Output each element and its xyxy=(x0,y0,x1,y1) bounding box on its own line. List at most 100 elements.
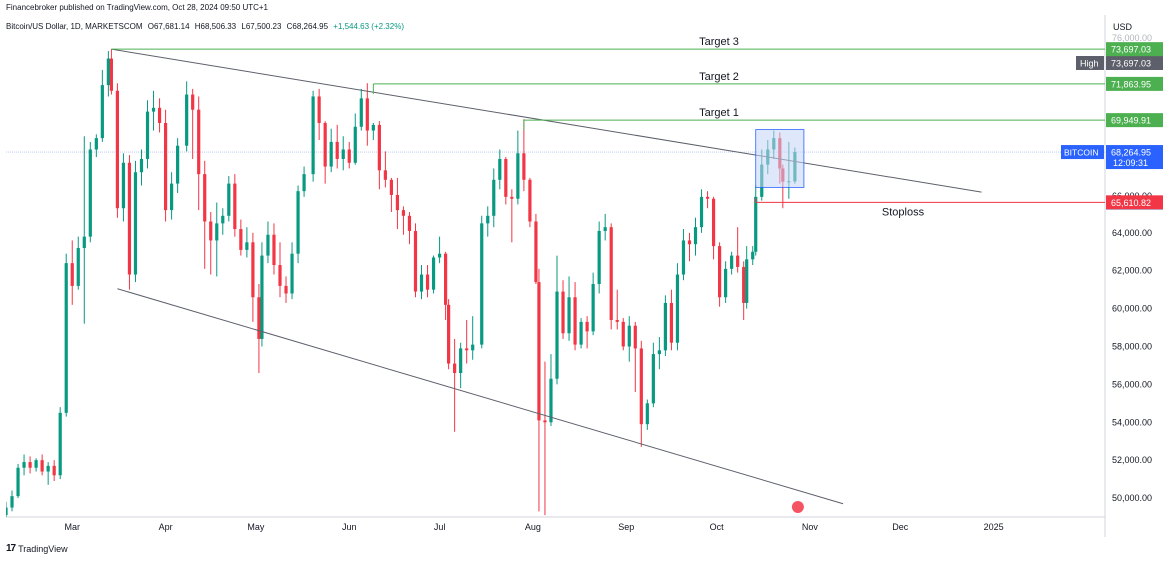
y-tick-label: 62,000.00 xyxy=(1112,266,1152,276)
candle-body xyxy=(266,234,270,256)
candle-body xyxy=(730,255,734,269)
stoploss-label: Stoploss xyxy=(882,206,925,218)
candle-body xyxy=(151,107,156,112)
event-flag-icon xyxy=(791,501,804,513)
x-tick-label: Oct xyxy=(710,522,725,532)
candle-body xyxy=(639,348,643,425)
candle-body xyxy=(296,191,300,254)
candle-body xyxy=(227,183,231,216)
candle-body xyxy=(711,198,716,247)
candle-body xyxy=(278,265,282,286)
publish-info: Financebroker published on TradingView.c… xyxy=(6,3,269,12)
candle-body xyxy=(365,98,369,131)
candle-body xyxy=(341,149,345,159)
x-tick-label: Dec xyxy=(892,522,909,532)
last-price-label: 68,264.95 xyxy=(1111,148,1151,158)
candle-body xyxy=(419,274,424,292)
candle-body xyxy=(245,242,249,250)
candle-body xyxy=(88,149,92,237)
candle-body xyxy=(145,111,150,159)
candle-body xyxy=(651,354,655,404)
candle-body xyxy=(681,240,686,275)
target3-price-tag: 73,697.03 xyxy=(1111,45,1151,55)
candle-body xyxy=(10,496,14,508)
x-tick-label: Mar xyxy=(64,522,80,532)
stoploss-price-tag: 65,610.82 xyxy=(1111,198,1151,208)
tradingview-brand: TradingView xyxy=(18,543,68,554)
candle-body xyxy=(615,319,619,322)
candle-body xyxy=(70,263,74,286)
candle-body xyxy=(621,321,625,347)
candle-body xyxy=(52,465,56,476)
candle-body xyxy=(573,297,577,345)
symbol-name[interactable]: Bitcoin/US Dollar, 1D, MARKETSCOM xyxy=(6,22,143,31)
candle-body xyxy=(176,145,180,184)
candle-body xyxy=(413,230,418,292)
candle-body xyxy=(471,344,475,351)
x-tick-label: Nov xyxy=(802,522,819,532)
candle-body xyxy=(233,183,237,230)
candle-body xyxy=(522,153,526,180)
candle-body xyxy=(687,240,692,245)
candle-body xyxy=(534,221,538,283)
candle-body xyxy=(555,291,559,379)
candle-body xyxy=(705,196,710,199)
y-tick-label-partial: 76,000.00 xyxy=(1112,33,1152,43)
candle-body xyxy=(486,215,490,224)
candle-body xyxy=(251,242,255,298)
target-label: Target 2 xyxy=(699,71,739,83)
target1-price-tag-bg xyxy=(1106,113,1163,128)
high-value-bg xyxy=(1106,56,1163,70)
x-tick-label: Apr xyxy=(159,522,173,532)
candle-body xyxy=(257,297,261,339)
candle-body xyxy=(94,138,98,150)
candle-body xyxy=(447,304,451,364)
candle-body xyxy=(528,179,532,222)
last-price-bg xyxy=(1106,145,1163,170)
candle-body xyxy=(579,321,583,345)
candle-body xyxy=(290,253,294,294)
candle-body xyxy=(389,179,394,195)
candle-body xyxy=(22,462,26,468)
candle-body xyxy=(425,274,430,290)
y-tick-label: 60,000.00 xyxy=(1112,304,1152,314)
candle-body xyxy=(431,257,436,290)
candle-body xyxy=(663,302,667,351)
candle-body xyxy=(239,229,243,250)
candle-body xyxy=(185,94,189,146)
open-value: O67,681.14 xyxy=(147,22,190,31)
candle-body xyxy=(46,465,50,472)
candle-body xyxy=(645,403,649,425)
y-tick-label: 54,000.00 xyxy=(1112,417,1152,427)
low-value: L67,500.23 xyxy=(241,22,282,31)
candle-body xyxy=(203,174,207,222)
candle-body xyxy=(16,467,20,497)
candle-body xyxy=(317,96,321,123)
candle-body xyxy=(6,507,8,516)
tradingview-logo-icon: 17 xyxy=(6,543,16,554)
high-value-label: 73,697.03 xyxy=(1111,59,1151,69)
candle-body xyxy=(28,462,32,468)
currency-label[interactable]: USD xyxy=(1113,22,1133,32)
stoploss-price-tag-bg xyxy=(1106,195,1163,210)
target3-price-tag-bg xyxy=(1106,42,1163,57)
target-label: Target 3 xyxy=(699,36,739,48)
candle-body xyxy=(260,255,264,339)
candle-body xyxy=(465,348,469,351)
candle-body xyxy=(209,221,213,241)
high-value: H68,506.33 xyxy=(194,22,237,31)
candle-body xyxy=(537,282,541,421)
candle-body xyxy=(543,420,547,423)
candle-body xyxy=(82,236,86,249)
plot-area xyxy=(6,48,1105,517)
candle-body xyxy=(504,158,508,197)
candle-body xyxy=(510,196,514,199)
candle-body xyxy=(170,183,174,211)
target2-price-tag-bg xyxy=(1106,76,1163,91)
candle-body xyxy=(100,85,104,139)
candle-body xyxy=(115,90,120,209)
candle-body xyxy=(453,363,457,374)
channel-lower-line xyxy=(117,288,844,505)
candle-body xyxy=(377,124,381,171)
